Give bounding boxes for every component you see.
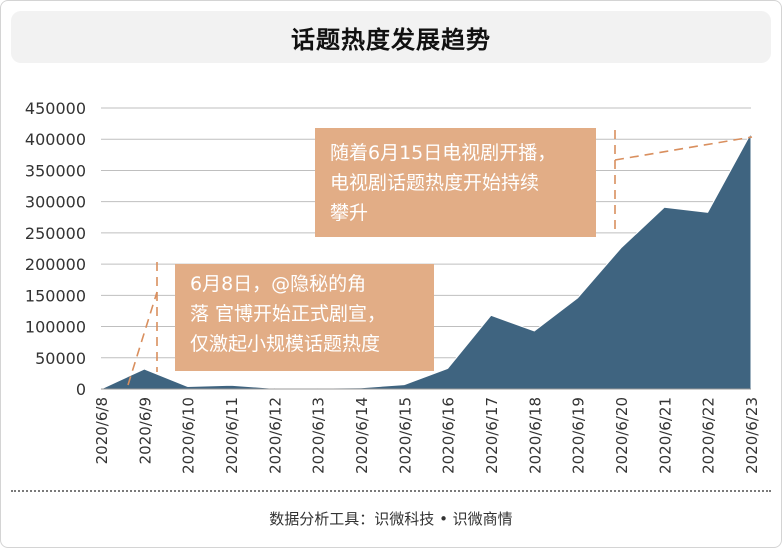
y-tick-label: 200000 [25,255,86,274]
annotation-leader [127,291,158,386]
area-series [100,132,752,390]
annotation-text: 攀升 [330,202,368,224]
y-tick-label: 0 [76,380,86,399]
footer-credit: 数据分析工具：识微科技 • 识微商情 [269,510,513,528]
y-tick-label: 450000 [25,99,86,118]
x-tick-label: 2020/6/15 [396,397,414,474]
annotation-text: 电视剧话题热度开始持续 [330,172,539,194]
x-tick-label: 2020/6/23 [743,397,761,474]
y-tick-label: 50000 [35,349,86,368]
annotation-box [175,264,434,371]
annotation-text: 6月8日，@隐秘的角 [190,273,366,295]
y-tick-label: 300000 [25,193,86,212]
y-tick-label: 150000 [25,286,86,305]
x-tick-label: 2020/6/16 [440,397,458,474]
annotation-text: 随着6月15日电视剧开播， [330,142,556,164]
annotation-text: 落 官博开始正式剧宣， [190,303,386,325]
x-tick-label: 2020/6/8 [93,397,111,464]
x-tick-label: 2020/6/18 [526,397,544,474]
x-tick-label: 2020/6/21 [656,397,674,474]
y-tick-label: 100000 [25,318,86,337]
annotation-box [315,128,596,237]
x-tick-label: 2020/6/13 [310,397,328,474]
x-tick-label: 2020/6/12 [266,397,284,474]
x-tick-label: 2020/6/22 [700,397,718,474]
x-tick-label: 2020/6/19 [570,397,588,474]
y-tick-label: 250000 [25,224,86,243]
footer-divider [11,490,771,492]
chart-title: 话题热度发展趋势 [291,25,491,54]
y-tick-label: 350000 [25,161,86,180]
x-tick-label: 2020/6/14 [353,397,371,474]
x-tick-label: 2020/6/20 [613,397,631,474]
annotation-leader [614,136,753,161]
x-tick-label: 2020/6/17 [483,397,501,474]
y-tick-label: 400000 [25,130,86,149]
x-tick-label: 2020/6/9 [136,397,154,464]
title-bar: 话题热度发展趋势 [11,11,771,63]
annotation-text: 仅激起小规模话题热度 [190,333,380,355]
x-tick-label: 2020/6/11 [223,397,241,474]
x-tick-label: 2020/6/10 [180,397,198,474]
